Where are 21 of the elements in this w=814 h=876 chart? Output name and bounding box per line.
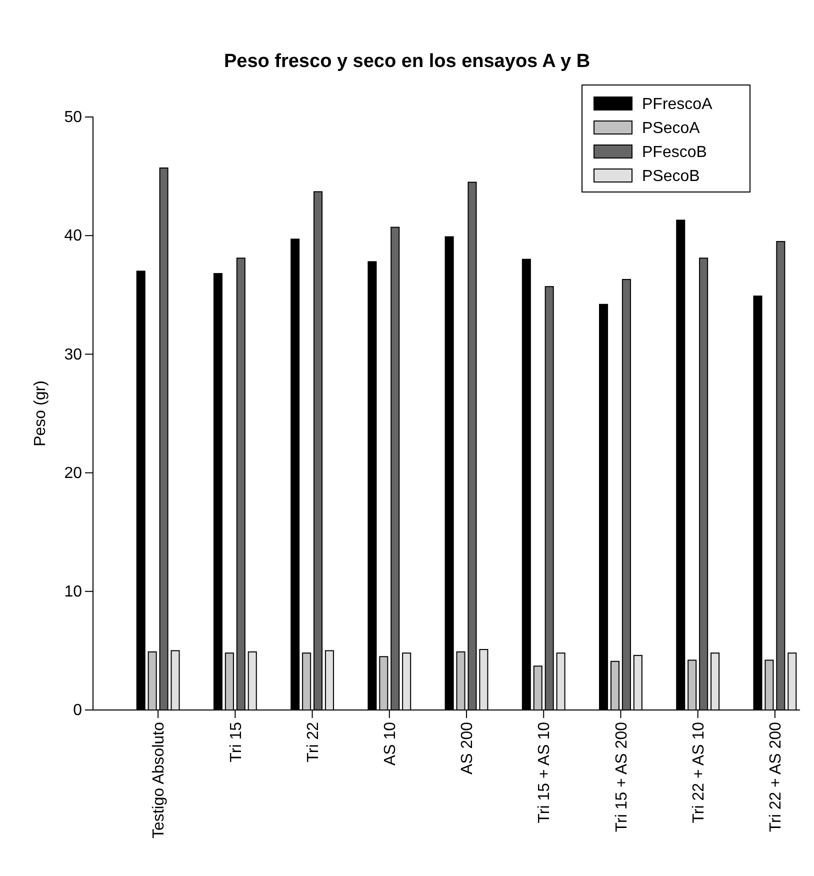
x-tick-label: Tri 15 [228, 722, 245, 762]
y-tick-label: 10 [64, 584, 82, 601]
y-tick-label: 30 [64, 346, 82, 364]
y-tick-label: 50 [64, 109, 82, 126]
y-tick-label: 20 [64, 464, 82, 482]
legend-label: PSecoB [642, 168, 700, 185]
x-tick-label: AS 200 [459, 722, 476, 774]
x-tick-label: Tri 15 + AS 200 [613, 722, 630, 832]
x-tick-label: Tri 22 + AS 10 [690, 722, 708, 824]
y-tick-label: 40 [64, 228, 82, 245]
legend-label: PFescoB [642, 144, 707, 161]
x-tick-label: AS 10 [382, 722, 399, 766]
y-tick-label: 0 [73, 702, 82, 720]
legend-label: PFrescoA [642, 96, 713, 113]
chart-title: Peso fresco y seco en los ensayos A y B [224, 51, 590, 72]
y-axis-title: Peso (gr) [32, 380, 49, 446]
x-tick-label: Tri 15 + AS 10 [536, 722, 554, 824]
legend-label: PSecoA [642, 120, 700, 137]
x-tick-label: Tri 22 + AS 200 [768, 722, 785, 832]
x-tick-label: Tri 22 [304, 722, 322, 762]
x-tick-label: Testigo Absoluto [150, 722, 168, 839]
